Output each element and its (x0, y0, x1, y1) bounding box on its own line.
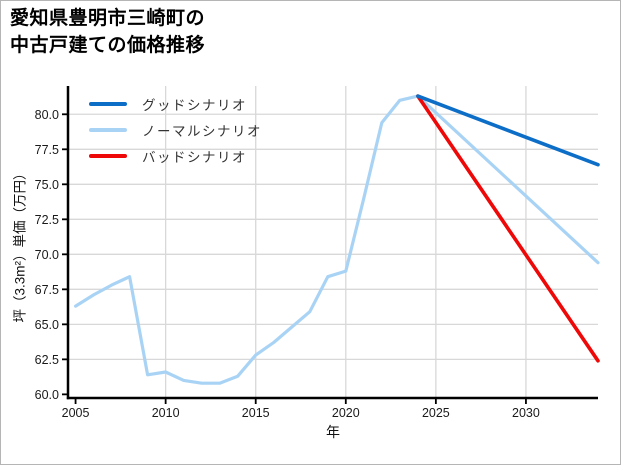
series-line-1 (73, 94, 600, 385)
legend-item: グッドシナリオ (89, 91, 262, 117)
y-tick-label: 77.5 (35, 143, 59, 157)
series-line-0 (416, 94, 600, 167)
legend-line-swatch (89, 128, 127, 132)
y-tick-label: 75.0 (35, 178, 59, 192)
y-tick-label: 80.0 (35, 108, 59, 122)
y-tick-label: 62.5 (35, 353, 59, 367)
x-tick-label: 2020 (332, 406, 360, 420)
x-tick-label: 2010 (152, 406, 180, 420)
chart-title-line2: 中古戸建ての価格推移 (10, 34, 206, 56)
x-tick-label: 2030 (512, 406, 540, 420)
x-tick-label: 2005 (62, 406, 90, 420)
legend-label: バッドシナリオ (142, 150, 247, 165)
x-tick-label: 2015 (242, 406, 270, 420)
y-tick-label: 67.5 (35, 283, 59, 297)
legend-item: バッドシナリオ (89, 143, 262, 169)
legend-item: ノーマルシナリオ (89, 117, 262, 143)
legend-line-swatch (89, 102, 127, 106)
x-axis-title: 年 (326, 424, 340, 440)
legend: グッドシナリオ ノーマルシナリオ バッドシナリオ (89, 91, 262, 169)
legend-line-swatch (89, 154, 127, 158)
legend-label: ノーマルシナリオ (142, 124, 262, 139)
y-tick-label: 72.5 (35, 213, 59, 227)
y-tick-label: 70.0 (35, 248, 59, 262)
chart-title: 愛知県豊明市三崎町の 中古戸建ての価格推移 (10, 6, 205, 60)
series-line-2 (416, 94, 600, 363)
legend-label: グッドシナリオ (142, 98, 247, 113)
chart-title-line1: 愛知県豊明市三崎町の (10, 8, 206, 29)
y-tick-label: 65.0 (35, 318, 59, 332)
x-tick-label: 2025 (422, 406, 450, 420)
y-tick-label: 60.0 (35, 388, 59, 402)
y-axis-title: 坪（3.3m²）単価（万円） (12, 166, 28, 323)
